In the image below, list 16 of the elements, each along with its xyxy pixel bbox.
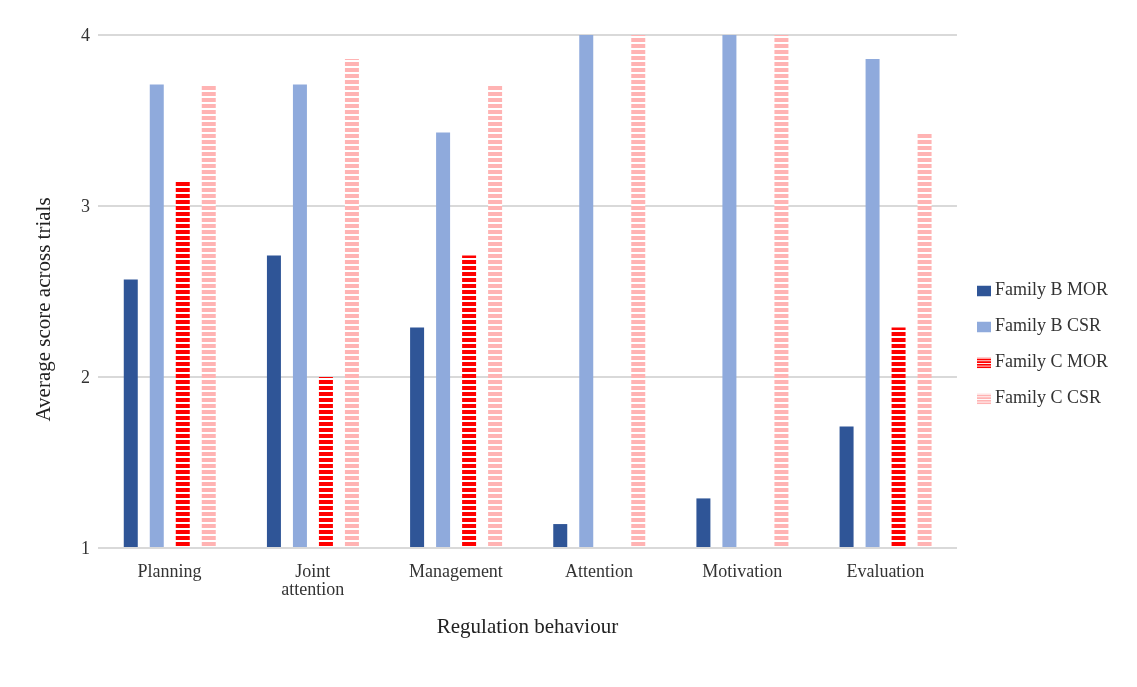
y-tick-label: 1 xyxy=(81,538,90,559)
y-axis-title: Average score across trials xyxy=(31,197,56,422)
legend-label: Family C CSR xyxy=(994,387,1101,407)
legend-label: Family C MOR xyxy=(994,351,1108,371)
x-tick-label: Evaluation xyxy=(846,560,925,581)
legend-label: Family B MOR xyxy=(994,279,1108,299)
x-tick-label: Attention xyxy=(565,560,634,581)
x-tick-label: Motivation xyxy=(702,560,783,581)
legend-label: Family B CSR xyxy=(994,315,1101,335)
x-tick-label: Planning xyxy=(137,560,202,581)
y-tick-label: 2 xyxy=(81,367,90,388)
x-tick-label: Management xyxy=(408,560,503,581)
y-tick-label: 4 xyxy=(81,25,90,46)
x-tick-label: Joint attention xyxy=(281,560,345,599)
y-tick-label: 3 xyxy=(81,196,90,217)
x-axis-title: Regulation behaviour xyxy=(436,614,619,638)
